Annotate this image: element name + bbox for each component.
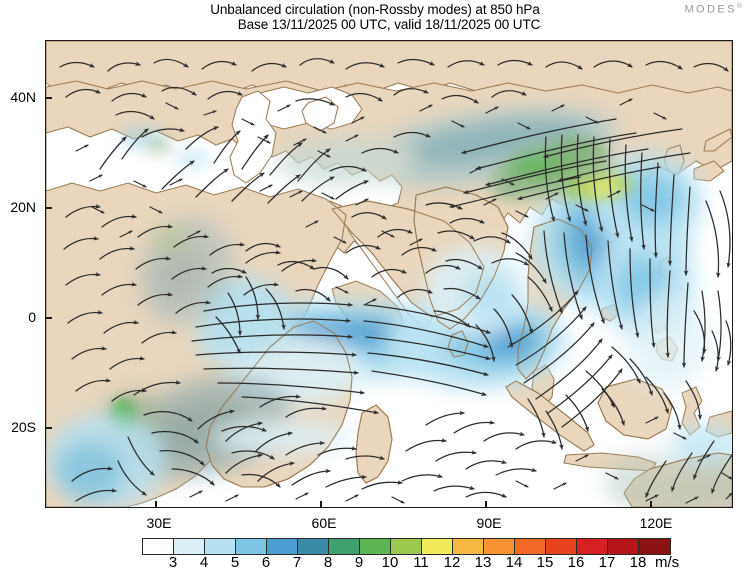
colorbar-tick-label: 10 [381, 554, 399, 571]
colorbar-tick-label: 18 [629, 554, 647, 571]
colorbar-tick-label: 12 [443, 554, 461, 571]
modes-logo-text: MODES [684, 3, 737, 16]
colorbar-tick-label: 8 [323, 554, 333, 571]
xlabel-60e: 60E [311, 515, 337, 531]
chart-title-block: Unbalanced circulation (non-Rossby modes… [0, 2, 750, 32]
registered-mark-icon: ® [736, 3, 742, 10]
ylabel-40n: 40N [10, 89, 36, 105]
ytick-0 [45, 317, 52, 319]
xlabel-120e: 120E [639, 515, 673, 531]
xtick-90e [485, 501, 487, 508]
colorbar-swatch [484, 539, 515, 554]
colorbar-tick-label: 9 [354, 554, 364, 571]
colorbar [142, 538, 671, 555]
colorbar-tick-label: 14 [505, 554, 523, 571]
ytick-20n [45, 207, 52, 209]
ytick-40n [45, 97, 52, 99]
modes-logo: MODES® [684, 3, 742, 16]
xtick-60e [320, 501, 322, 508]
colorbar-swatch [639, 539, 670, 554]
chart-subtitle: Base 13/11/2025 00 UTC, valid 18/11/2025… [237, 17, 541, 32]
colorbar-swatch [608, 539, 639, 554]
colorbar-swatch [205, 539, 236, 554]
colorbar-tick-label: 5 [230, 554, 240, 571]
colorbar-swatch [298, 539, 329, 554]
colorbar-swatch [360, 539, 391, 554]
colorbar-tick-label: 7 [292, 554, 302, 571]
colorbar-swatch [174, 539, 205, 554]
ytick-20s [45, 427, 52, 429]
colorbar-tick-label: 11 [413, 554, 429, 571]
colorbar-swatch [329, 539, 360, 554]
colorbar-tick-label: 3 [168, 554, 178, 571]
ylabel-20n: 20N [10, 199, 36, 215]
colorbar-swatch [236, 539, 267, 554]
ylabel-0: 0 [28, 309, 36, 325]
colorbar-tick-label: 6 [261, 554, 271, 571]
page-title: Unbalanced circulation (non-Rossby modes… [210, 2, 540, 17]
colorbar-swatch [546, 539, 577, 554]
colorbar-swatch [422, 539, 453, 554]
colorbar-tick-label: 15 [536, 554, 554, 571]
colorbar-swatch [577, 539, 608, 554]
colorbar-tick-label: 4 [199, 554, 209, 571]
xlabel-30e: 30E [146, 515, 172, 531]
colorbar-swatch [453, 539, 484, 554]
colorbar-tick-label: 13 [474, 554, 492, 571]
ylabel-20s: 20S [11, 419, 36, 435]
colorbar-tick-label: 17 [598, 554, 616, 571]
colorbar-swatch [267, 539, 298, 554]
wind-field-map [46, 41, 732, 507]
colorbar-tick-label: 16 [567, 554, 585, 571]
colorbar-swatch [391, 539, 422, 554]
xtick-30e [155, 501, 157, 508]
xtick-120e [650, 501, 652, 508]
map-plot-area[interactable] [45, 40, 733, 508]
xlabel-90e: 90E [476, 515, 502, 531]
colorbar-units: m/s [655, 554, 680, 571]
colorbar-swatch [143, 539, 174, 554]
colorbar-swatch [515, 539, 546, 554]
